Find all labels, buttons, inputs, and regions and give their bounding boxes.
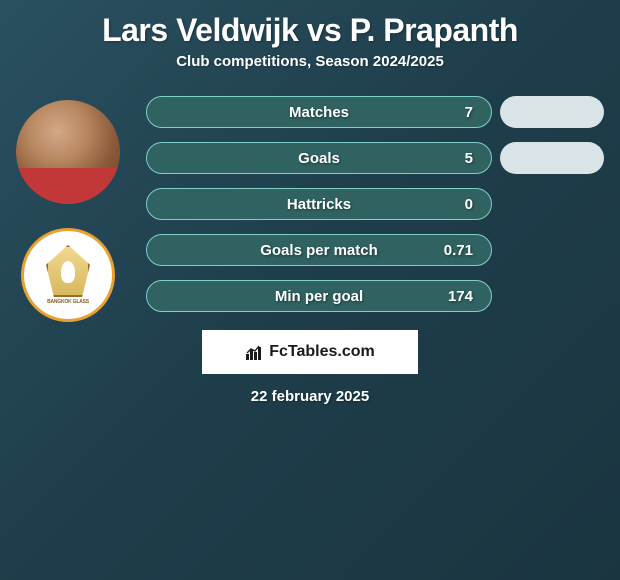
content-row: BANGKOK GLASS Matches 7 Goals 5 Hattrick… (0, 88, 620, 326)
stat-row-hattricks: Hattricks 0 (146, 188, 492, 220)
watermark-text: FcTables.com (269, 343, 375, 361)
page-subtitle: Club competitions, Season 2024/2025 (0, 53, 620, 88)
comparison-pill (500, 96, 604, 128)
shield-icon (46, 245, 90, 297)
stat-value: 5 (465, 150, 473, 167)
watermark: FcTables.com (202, 330, 418, 374)
stat-row-mpg: Min per goal 174 (146, 280, 492, 312)
stat-row-matches: Matches 7 (146, 96, 492, 128)
stat-value: 174 (448, 288, 473, 305)
stat-label: Hattricks (287, 196, 351, 213)
comparison-pill (500, 142, 604, 174)
stat-label: Matches (289, 104, 349, 121)
badge-caption: BANGKOK GLASS (47, 299, 89, 305)
stats-column: Matches 7 Goals 5 Hattricks 0 Goals per … (128, 88, 496, 326)
bars-icon (245, 344, 265, 360)
stat-value: 0.71 (444, 242, 473, 259)
stat-row-goals: Goals 5 (146, 142, 492, 174)
page-title: Lars Veldwijk vs P. Prapanth (0, 0, 620, 53)
comparison-card: Lars Veldwijk vs P. Prapanth Club compet… (0, 0, 620, 405)
avatars-column: BANGKOK GLASS (8, 88, 128, 322)
player1-avatar (16, 100, 120, 204)
stat-row-gpm: Goals per match 0.71 (146, 234, 492, 266)
stat-label: Min per goal (275, 288, 363, 305)
stat-label: Goals (298, 150, 340, 167)
stat-value: 7 (465, 104, 473, 121)
footer-date: 22 february 2025 (0, 388, 620, 405)
player2-badge: BANGKOK GLASS (21, 228, 115, 322)
stat-label: Goals per match (260, 242, 378, 259)
stat-value: 0 (465, 196, 473, 213)
right-pills-column (496, 88, 612, 174)
